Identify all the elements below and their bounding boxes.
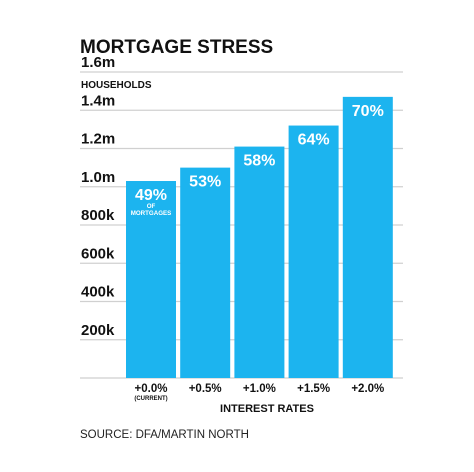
labels: 200k 400k 600k 800k 1.0m 1.2m 1.4m 1.6m HOUSEHOL… xyxy=(81,54,384,402)
bars xyxy=(126,96,393,379)
y-tick-label: 800k xyxy=(81,207,115,224)
bar-value-label: 58% xyxy=(243,153,275,170)
y-axis-title: HOUSEHOLDS xyxy=(81,80,152,91)
bar xyxy=(180,167,231,378)
x-tick-label: +0.0% xyxy=(135,383,168,395)
bar xyxy=(234,146,285,378)
y-tick-label: 600k xyxy=(81,245,115,262)
x-axis-title: INTEREST RATES xyxy=(220,403,314,415)
x-tick-label: +0.5% xyxy=(189,383,222,395)
bar-value-note: MORTGAGES xyxy=(131,210,172,217)
x-tick-note: (CURRENT) xyxy=(134,396,167,402)
bar-value-label: 64% xyxy=(298,132,330,149)
bar xyxy=(288,125,339,378)
bar-value-note: OF xyxy=(147,203,156,210)
y-tick-label: 1.0m xyxy=(81,169,115,186)
y-tick-label: 1.6m xyxy=(81,54,115,71)
x-tick-label: +2.0% xyxy=(351,383,384,395)
y-tick-label: 1.4m xyxy=(81,92,115,109)
bar-value-label: 70% xyxy=(352,103,384,120)
y-tick-label: 200k xyxy=(81,322,115,339)
x-tick-label: +1.0% xyxy=(243,383,276,395)
bar xyxy=(126,181,176,378)
bar xyxy=(342,96,393,379)
chart-title: MORTGAGE STRESS xyxy=(80,37,273,58)
source-note: SOURCE: DFA/MARTIN NORTH xyxy=(80,429,249,441)
x-tick-label: +1.5% xyxy=(297,383,330,395)
bar-value-label: 49% xyxy=(135,187,167,204)
bar-value-label: 53% xyxy=(189,174,221,191)
y-tick-label: 400k xyxy=(81,284,115,301)
y-tick-label: 1.2m xyxy=(81,131,115,148)
